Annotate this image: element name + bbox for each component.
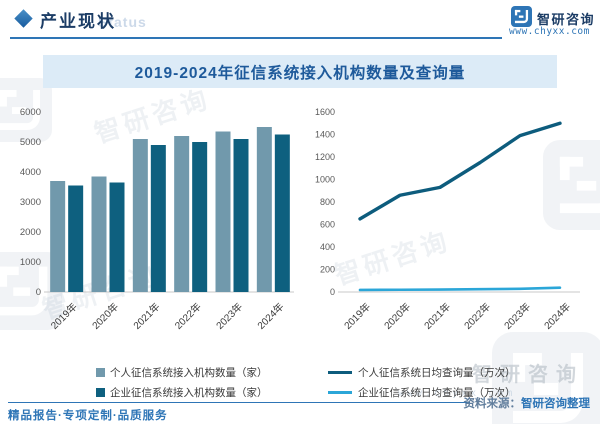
svg-text:2019年: 2019年 [48,300,80,332]
footer-tagline: 精品报告·专项定制·品质服务 [8,410,168,422]
chart-title: 2019-2024年征信系统接入机构数量及查询量 [134,64,466,82]
svg-text:4000: 4000 [20,167,41,178]
legend-label: 企业征信系统日均查询量（万次） [358,386,516,399]
svg-text:3000: 3000 [20,197,41,208]
bar-chart-legend: 个人征信系统接入机构数量（家） 企业征信系统接入机构数量（家） [10,362,300,402]
diamond-icon [14,9,33,28]
status-watermark: Status [98,14,147,30]
data-source-value: 智研咨询整理 [521,398,590,410]
svg-text:2021年: 2021年 [421,300,453,332]
footer-divider [8,402,470,403]
svg-text:1600: 1600 [315,107,335,117]
legend-swatch-enterprise-institutions [96,387,105,397]
legend-swatch-personal-institutions [96,367,105,377]
svg-text:2020年: 2020年 [89,300,121,332]
svg-text:1200: 1200 [315,152,335,162]
svg-text:2023年: 2023年 [213,300,245,332]
svg-text:0: 0 [330,287,335,297]
bar-chart: 0 1000 2000 3000 4000 5000 6000 2019年 2020年 2021年… [20,107,294,332]
chart-title-banner: 2019-2024年征信系统接入机构数量及查询量 [43,55,557,88]
legend-item: 企业征信系统日均查询量（万次） [328,382,590,402]
svg-text:2000: 2000 [20,227,41,238]
data-source: 资料来源：智研咨询整理 [464,395,591,411]
brand-name: 智研咨询 [537,12,596,27]
svg-text:0: 0 [36,287,41,298]
legend-item: 企业征信系统接入机构数量（家） [96,382,300,402]
svg-text:2020年: 2020年 [381,300,413,332]
line-chart-legend: 个人征信系统日均查询量（万次） 企业征信系统日均查询量（万次） [300,362,590,402]
svg-text:5000: 5000 [20,137,41,148]
legend-swatch-personal-queries [328,370,352,374]
legend-label: 个人征信系统日均查询量（万次） [358,366,516,379]
page-title: 产业现状 [40,12,116,31]
legend-item: 个人征信系统接入机构数量（家） [96,362,300,382]
svg-text:2022年: 2022年 [172,300,204,332]
svg-text:1000: 1000 [20,257,41,268]
legend-label: 个人征信系统接入机构数量（家） [110,366,268,379]
svg-text:2024年: 2024年 [541,300,573,332]
svg-text:2023年: 2023年 [501,300,533,332]
svg-text:1000: 1000 [315,175,335,185]
bar-chart-panel: 0 1000 2000 3000 4000 5000 6000 2019年 2020年 2021年… [10,100,300,402]
svg-text:2019年: 2019年 [341,300,373,332]
svg-text:200: 200 [320,265,335,275]
svg-text:1400: 1400 [315,130,335,140]
legend-item: 个人征信系统日均查询量（万次） [328,362,590,382]
svg-text:400: 400 [320,242,335,252]
svg-text:6000: 6000 [20,107,41,118]
legend-label: 企业征信系统接入机构数量（家） [110,386,268,399]
svg-text:2021年: 2021年 [130,300,162,332]
brand-logo-icon [511,6,532,27]
svg-text:800: 800 [320,197,335,207]
brand-website: www.chyxx.com [509,26,590,37]
svg-text:600: 600 [320,220,335,230]
svg-text:2024年: 2024年 [254,300,286,332]
data-source-label: 资料来源： [463,398,522,410]
legend-swatch-enterprise-queries [328,390,352,394]
line-chart-panel: 0 200 400 600 800 1000 1200 1400 1600 2019年 2020年 2… [300,100,590,402]
svg-text:2022年: 2022年 [461,300,493,332]
header-divider [10,37,502,39]
